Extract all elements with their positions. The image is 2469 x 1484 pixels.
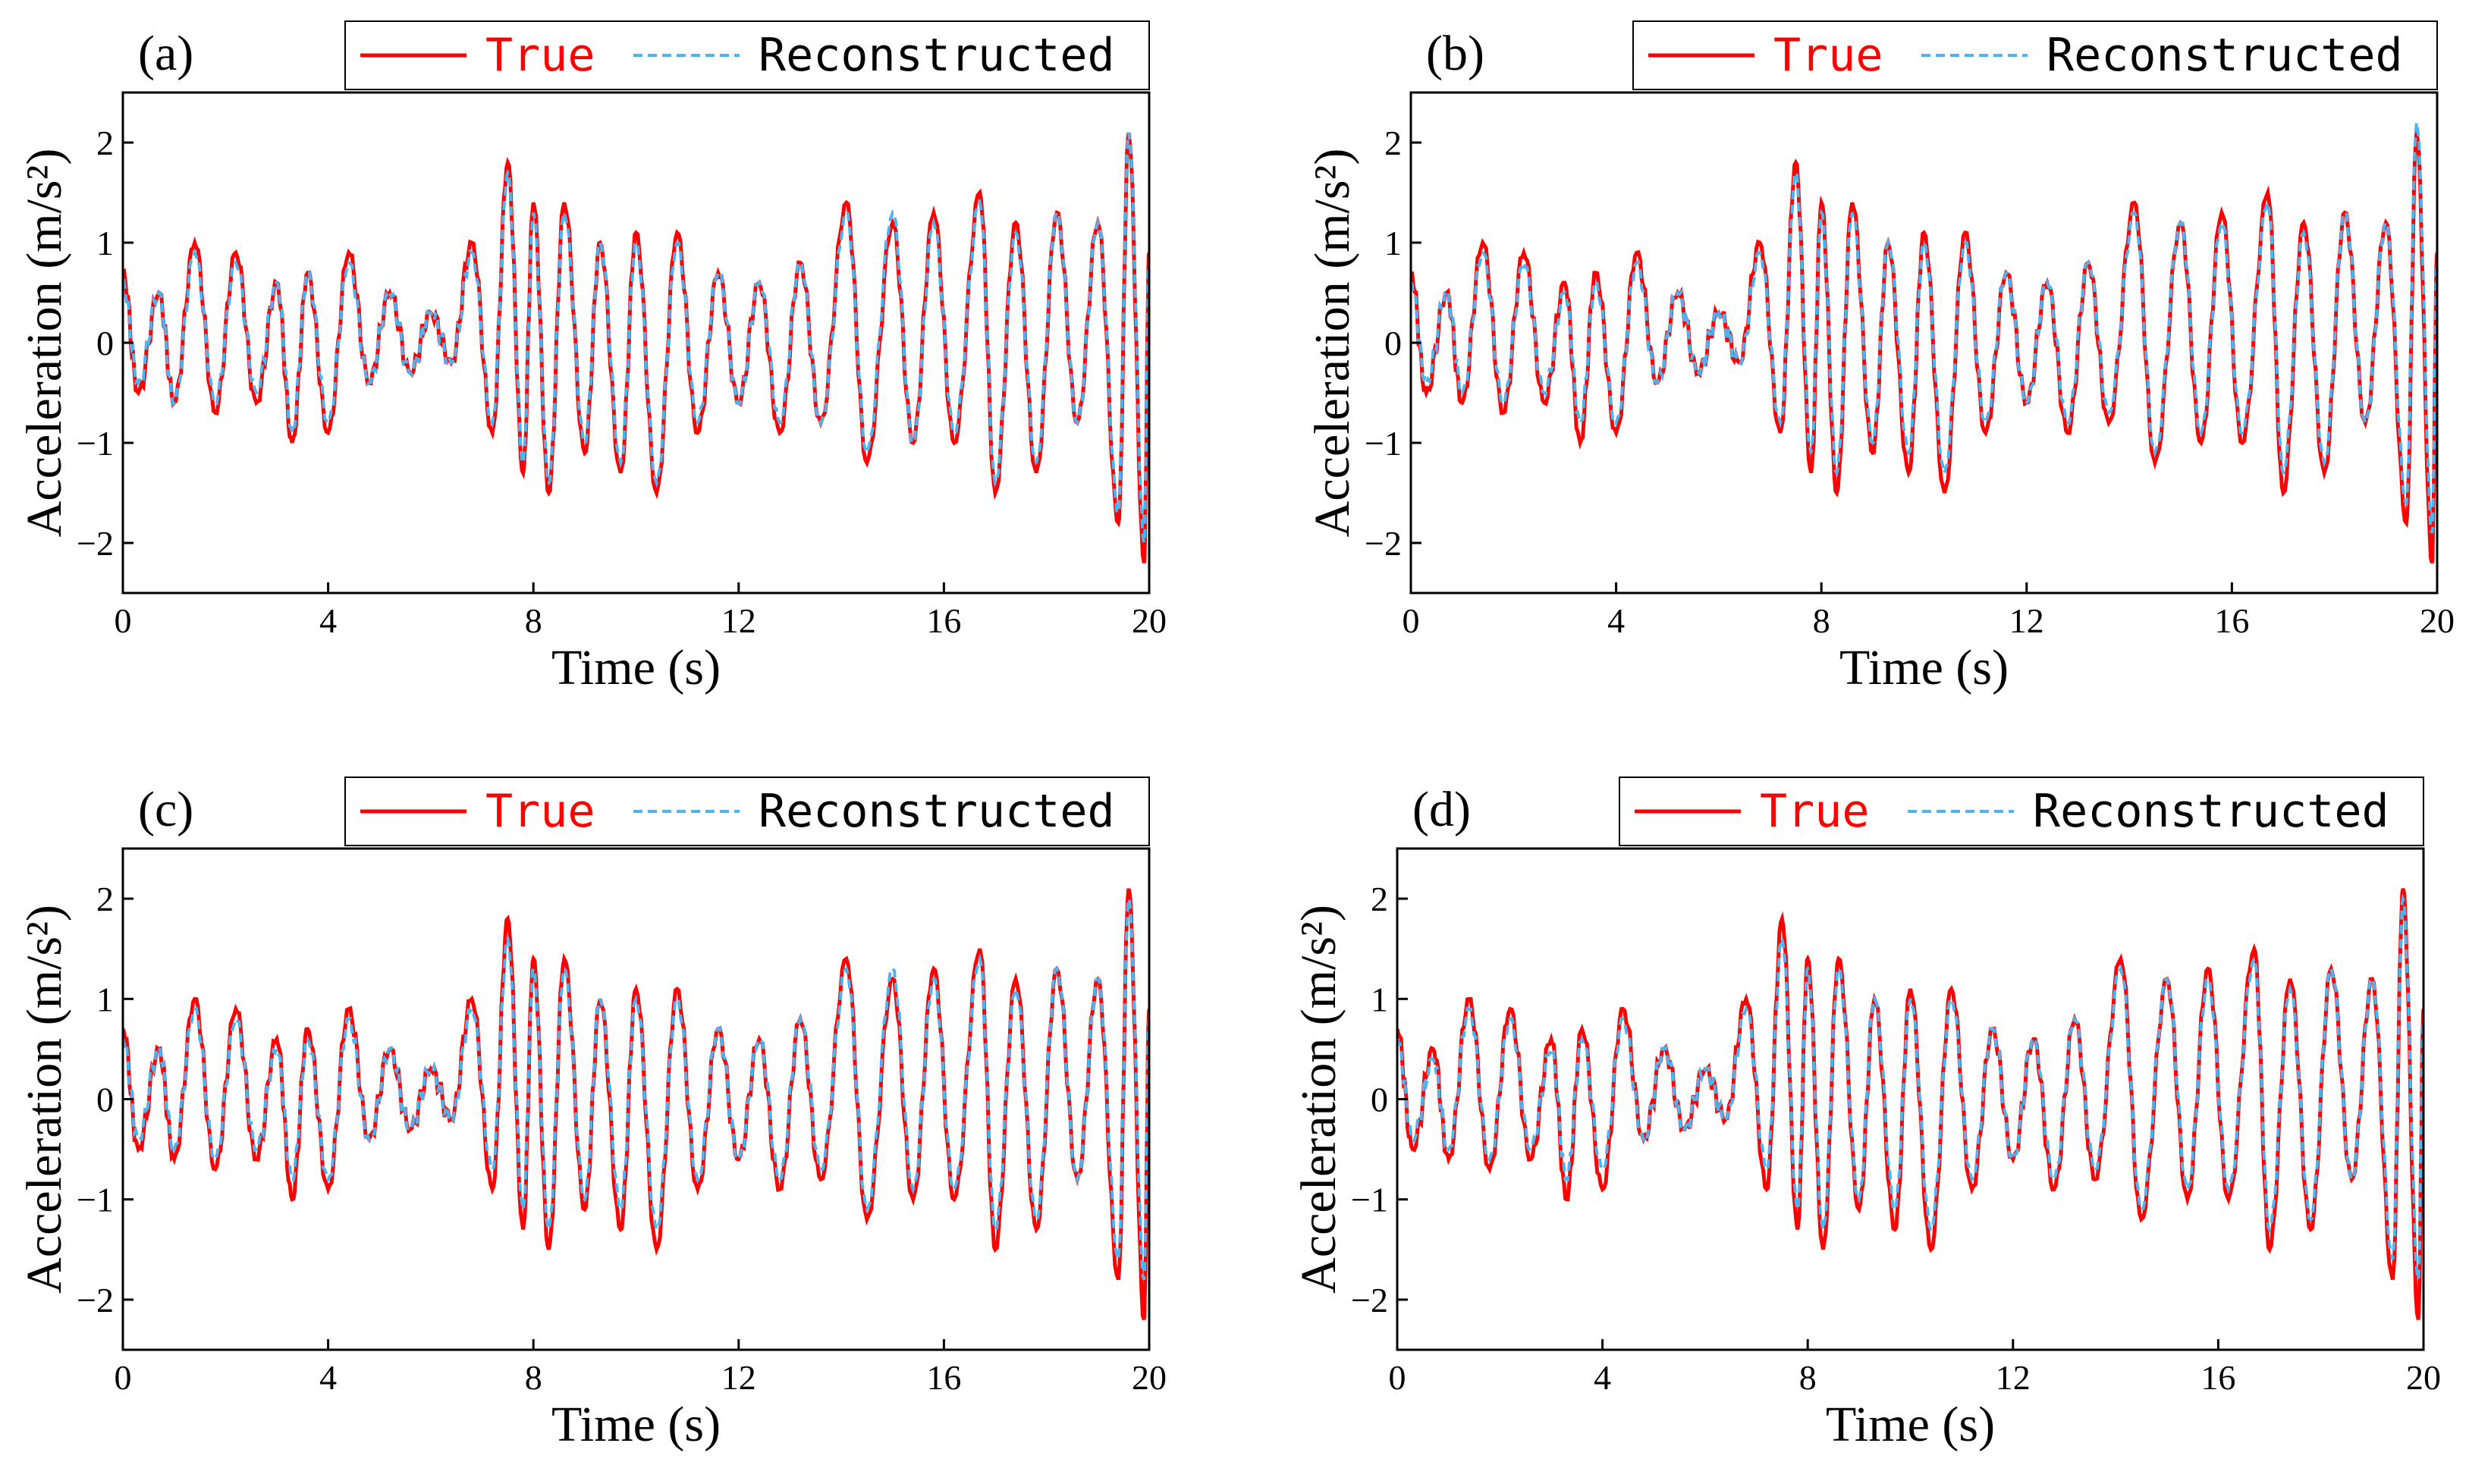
x-tick-label: 20 (1132, 601, 1167, 640)
true-series-line (123, 888, 1149, 1321)
legend-label-true: True (1773, 29, 1883, 82)
y-tick-label: −2 (1365, 524, 1402, 563)
y-tick-label: −1 (1351, 1181, 1388, 1219)
x-tick-label: 0 (1403, 601, 1420, 640)
x-tick-label: 8 (1813, 601, 1830, 640)
y-tick-label: 0 (96, 324, 114, 362)
x-tick-label: 0 (115, 601, 132, 640)
reconstructed-series-line (1411, 122, 2437, 534)
x-tick-label: 20 (2406, 1358, 2441, 1397)
reconstructed-series-line (1397, 893, 2423, 1280)
x-tick-label: 0 (1389, 1358, 1406, 1397)
plot-frame (1396, 847, 2425, 1351)
y-tick-label: 1 (96, 224, 114, 262)
true-series-line (123, 132, 1149, 563)
y-tick-label: −2 (77, 1281, 114, 1319)
y-axis-title: Acceleration (m/s²) (17, 905, 72, 1294)
true-series-line (1411, 132, 2437, 563)
panel-label: (b) (1426, 26, 1484, 81)
y-axis-title: Acceleration (m/s²) (17, 149, 72, 538)
reconstructed-series-line (123, 132, 1149, 544)
legend-box (1632, 20, 2438, 90)
legend: True Reconstructed (1619, 777, 2424, 846)
legend-box (1619, 777, 2424, 846)
x-tick-label: 12 (1996, 1358, 2031, 1397)
y-tick-label: 1 (96, 980, 114, 1018)
legend-label-true: True (485, 785, 595, 838)
y-tick-label: −2 (1351, 1281, 1388, 1319)
x-axis-title: Time (s) (551, 1397, 721, 1452)
x-tick-label: 12 (2009, 601, 2044, 640)
legend-label-reconstructed: Reconstructed (759, 29, 1115, 82)
y-tick-label: −1 (1365, 424, 1402, 463)
x-tick-label: 8 (525, 1358, 542, 1397)
panel-label: (d) (1412, 782, 1471, 837)
x-tick-label: 0 (115, 1358, 132, 1397)
x-tick-label: 12 (721, 601, 756, 640)
legend-label-true: True (1760, 785, 1870, 838)
legend: True Reconstructed (344, 20, 1150, 90)
panel-label: (a) (138, 26, 193, 81)
x-tick-label: 8 (525, 601, 542, 640)
x-tick-label: 12 (721, 1358, 756, 1397)
y-axis-title: Acceleration (m/s²) (1305, 149, 1360, 538)
x-tick-label: 20 (2420, 601, 2455, 640)
x-axis-title: Time (s) (1826, 1397, 1995, 1452)
true-series-line (1397, 888, 2423, 1320)
y-tick-label: −2 (77, 524, 114, 563)
y-tick-label: 2 (96, 880, 114, 918)
y-tick-label: −1 (77, 424, 114, 463)
y-tick-label: 0 (1384, 324, 1402, 362)
y-tick-label: 1 (1371, 980, 1388, 1018)
plot-frame (1409, 91, 2439, 595)
plot-frame (121, 847, 1151, 1351)
x-tick-label: 16 (2214, 601, 2249, 640)
panel-label: (c) (138, 782, 193, 837)
y-axis-title: Acceleration (m/s²) (1291, 905, 1346, 1294)
legend-label-reconstructed: Reconstructed (2047, 29, 2403, 82)
legend-box (344, 777, 1150, 846)
legend-label-reconstructed: Reconstructed (2033, 785, 2389, 838)
legend: True Reconstructed (1632, 20, 2438, 90)
y-tick-label: −1 (77, 1181, 114, 1219)
x-tick-label: 8 (1799, 1358, 1817, 1397)
x-tick-label: 4 (319, 1358, 337, 1397)
y-tick-label: 2 (96, 124, 114, 162)
x-tick-label: 4 (319, 601, 337, 640)
x-tick-label: 16 (926, 601, 961, 640)
x-tick-label: 16 (926, 1358, 961, 1397)
y-tick-label: 2 (1384, 124, 1402, 162)
legend: True Reconstructed (344, 777, 1150, 846)
x-tick-label: 4 (1594, 1358, 1611, 1397)
x-axis-title: Time (s) (1839, 640, 2009, 695)
y-tick-label: 2 (1371, 880, 1388, 918)
legend-label-true: True (485, 29, 595, 82)
legend-label-reconstructed: Reconstructed (759, 785, 1115, 838)
x-tick-label: 20 (1132, 1358, 1167, 1397)
y-tick-label: 0 (1371, 1081, 1388, 1119)
legend-box (344, 20, 1150, 90)
reconstructed-series-line (123, 898, 1149, 1281)
x-tick-label: 4 (1607, 601, 1625, 640)
x-axis-title: Time (s) (551, 640, 721, 695)
y-tick-label: 0 (96, 1081, 114, 1119)
plot-frame (121, 91, 1151, 595)
y-tick-label: 1 (1384, 224, 1402, 262)
x-tick-label: 16 (2200, 1358, 2235, 1397)
